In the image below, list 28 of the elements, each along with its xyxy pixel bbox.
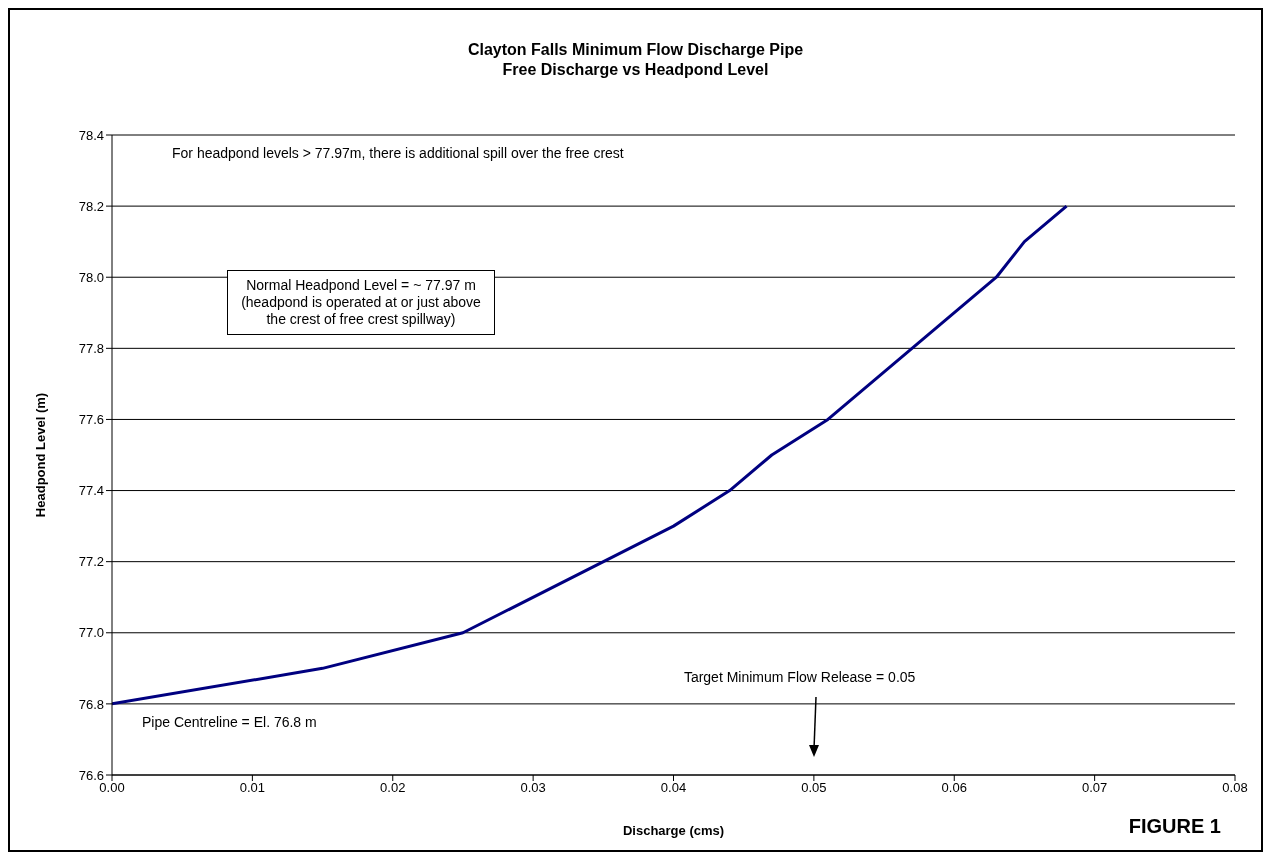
- annotation: For headpond levels > 77.97m, there is additional spill over the free crest: [172, 144, 624, 161]
- y-axis-title: Headpond Level (m): [32, 392, 48, 518]
- x-tick-label: 0.01: [239, 780, 266, 796]
- annotation: Pipe Centreline = El. 76.8 m: [142, 713, 317, 730]
- line-series: [112, 204, 1069, 706]
- x-tick-label: 0.08: [1222, 780, 1248, 796]
- chart-title: Clayton Falls Minimum Flow Discharge Pipe Free Discharge vs Headpond Level: [466, 40, 805, 80]
- y-tick-label: 77.8: [78, 340, 104, 356]
- annotation: Normal Headpond Level = ~ 77.97 m (headpond is operated at or just above the crest of free crest spillway): [227, 270, 495, 336]
- y-tick-label: 77.2: [78, 554, 104, 570]
- x-tick-label: 0.05: [801, 780, 827, 796]
- x-tick-label: 0.03: [520, 780, 546, 796]
- x-tick-label: 0.00: [99, 780, 125, 796]
- x-axis-title: Discharge (cms): [622, 823, 725, 838]
- x-tick-label: 0.04: [660, 780, 687, 796]
- caption: FIGURE 1: [1128, 815, 1221, 838]
- y-tick-label: 78.0: [78, 269, 104, 285]
- x-tick-label: 0.06: [941, 780, 967, 796]
- y-tick-label: 76.8: [78, 696, 104, 712]
- annotation: Target Minimum Flow Release = 0.05: [683, 669, 916, 686]
- y-tick-label: 77.0: [78, 625, 104, 641]
- x-tick-label: 0.07: [1081, 780, 1108, 796]
- y-tick-label: 77.6: [78, 412, 104, 428]
- y-tick-label: 77.4: [78, 483, 104, 499]
- y-tick-label: 78.2: [78, 198, 104, 214]
- y-tick-label: 76.6: [78, 767, 104, 783]
- y-tick-label: 78.4: [78, 127, 104, 143]
- x-tick-label: 0.02: [380, 780, 406, 796]
